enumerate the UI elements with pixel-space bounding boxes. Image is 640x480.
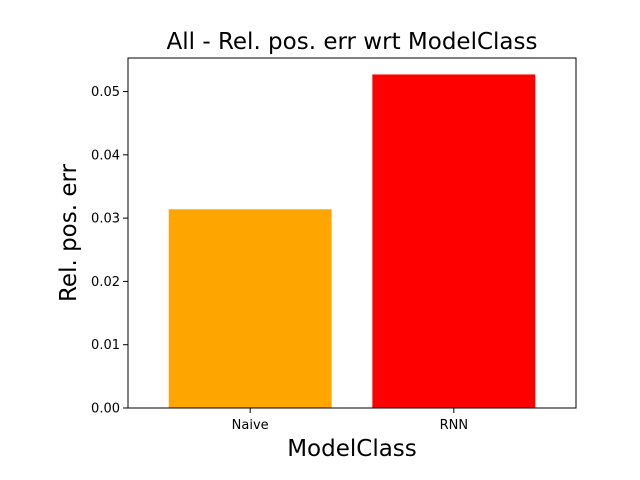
y-axis: 0.00 0.01 0.02 0.03 0.04 0.05 [91, 85, 128, 417]
y-tick-label: 0.00 [91, 402, 120, 417]
y-tick-label: 0.05 [91, 85, 120, 100]
x-axis: Naive RNN [232, 408, 468, 433]
chart-title: All - Rel. pos. err wrt ModelClass [167, 29, 538, 55]
bar-naive [168, 209, 332, 408]
plot-frame [127, 57, 577, 409]
x-tick-label-naive: Naive [232, 418, 269, 433]
y-tick-label: 0.03 [91, 212, 120, 227]
y-tick-label: 0.04 [91, 148, 120, 163]
bar-rnn [372, 74, 536, 409]
x-tick-label-rnn: RNN [440, 418, 468, 433]
y-tick-label: 0.02 [91, 275, 120, 290]
y-axis-label: Rel. pos. err [56, 163, 82, 302]
x-axis-label: ModelClass [287, 436, 417, 462]
bars-layer [168, 74, 536, 409]
y-tick-label: 0.01 [91, 338, 120, 353]
